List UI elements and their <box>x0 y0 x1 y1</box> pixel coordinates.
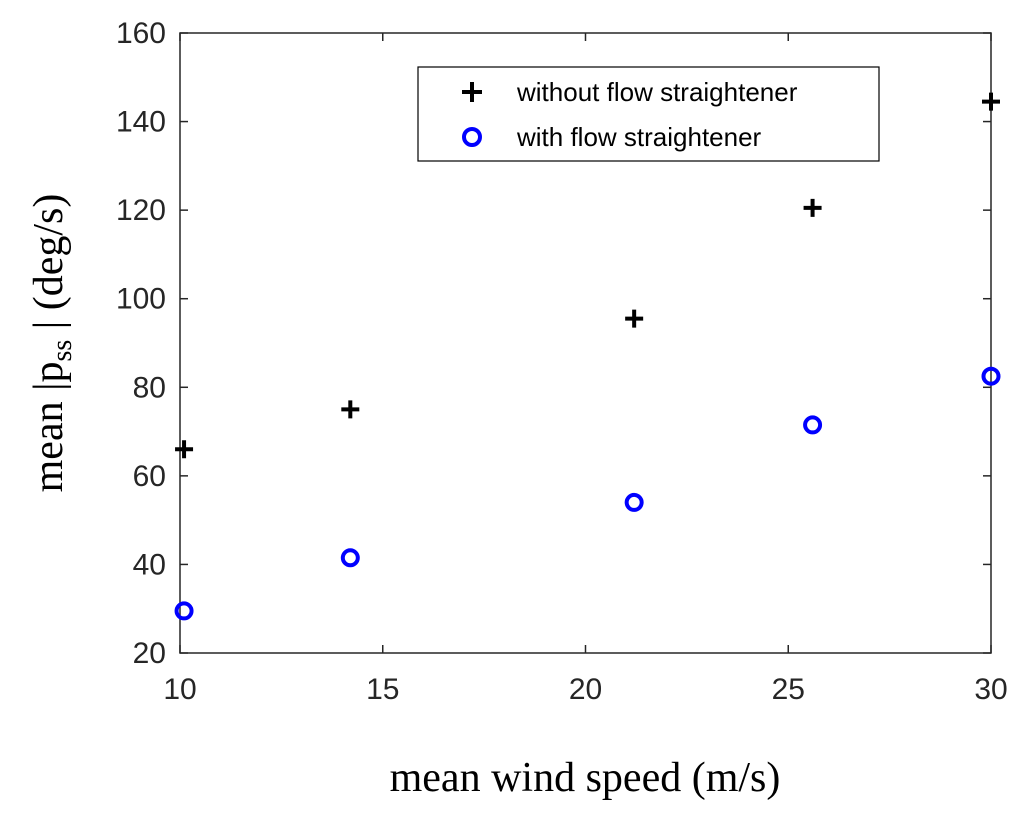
legend-marker-plus <box>462 82 482 102</box>
x-tick-label: 10 <box>163 673 196 706</box>
data-point-with-straightener <box>981 366 1001 386</box>
y-tick-label: 120 <box>116 194 166 227</box>
legend-box <box>417 66 880 162</box>
x-tick-label: 25 <box>772 673 805 706</box>
y-tick-label: 20 <box>133 637 166 670</box>
data-point-with-straightener <box>340 548 360 568</box>
data-point-with-straightener <box>174 601 194 621</box>
x-tick-label: 15 <box>366 673 399 706</box>
x-axis: 10 15 20 25 30 <box>163 33 1008 706</box>
data-point-without-straightener <box>625 309 644 328</box>
y-axis-title-unit: | (deg/s) <box>26 194 72 340</box>
y-axis-title-subscript: ss <box>47 340 78 362</box>
y-axis-title: mean |pss | (deg/s) <box>26 194 78 493</box>
data-point-with-straightener <box>803 415 823 435</box>
y-tick-label: 100 <box>116 283 166 316</box>
data-point-without-straightener <box>175 440 194 459</box>
legend: without flow straightener with flow stra… <box>417 66 880 162</box>
x-axis-title: mean wind speed (m/s) <box>390 755 781 801</box>
y-tick-label: 40 <box>133 548 166 581</box>
data-point-without-straightener <box>803 198 822 217</box>
y-tick-label: 140 <box>116 106 166 139</box>
data-point-without-straightener <box>341 400 360 419</box>
y-tick-label: 60 <box>133 460 166 493</box>
legend-label-without: without flow straightener <box>516 77 798 107</box>
data-point-with-straightener <box>624 492 644 512</box>
y-axis-title-main: mean |p <box>26 361 72 492</box>
data-point-without-straightener <box>982 92 1000 111</box>
legend-marker-circle <box>462 127 482 147</box>
data-markers <box>174 92 1001 621</box>
legend-label-with: with flow straightener <box>516 122 762 152</box>
x-tick-label: 20 <box>569 673 602 706</box>
y-tick-label: 80 <box>133 371 166 404</box>
y-tick-label: 160 <box>116 17 166 50</box>
x-tick-label: 30 <box>974 673 1007 706</box>
y-axis: 20 40 60 80 100 120 140 160 <box>116 17 991 670</box>
